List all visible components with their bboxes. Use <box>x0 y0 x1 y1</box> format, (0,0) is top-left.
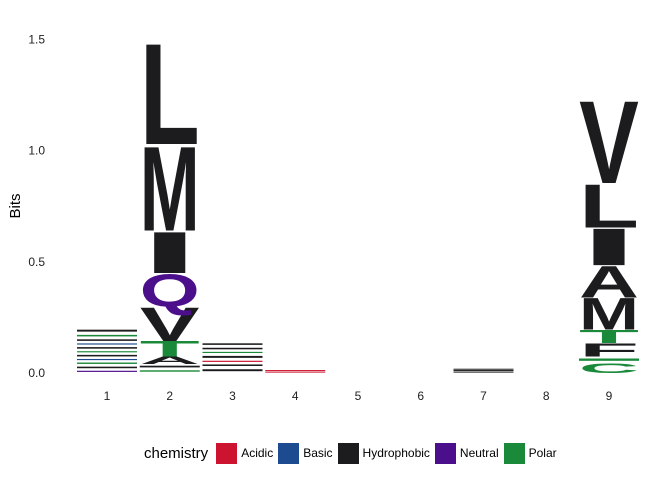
legend-label-hydrophobic: Hydrophobic <box>362 446 430 460</box>
x-tick-label: 8 <box>543 389 550 403</box>
logo-letter-T: T <box>579 326 639 347</box>
y-axis-title: Bits <box>7 193 24 218</box>
logo-letter-mark <box>77 370 137 372</box>
logo-letter-mark <box>77 351 137 353</box>
logo-letter-mark <box>453 371 514 373</box>
logo-letter-I: I <box>140 220 200 286</box>
x-tick-label: 2 <box>166 389 173 403</box>
legend-item-polar: Polar <box>503 442 557 464</box>
logo-letter-mark <box>202 343 263 345</box>
logo-letter-mark <box>77 339 137 341</box>
logo-letter-mark <box>139 365 200 368</box>
logo-letter-M: M <box>140 123 200 258</box>
logo-letter-mark <box>77 347 137 349</box>
legend-item-basic: Basic <box>278 442 333 464</box>
stack-position-4 <box>265 370 326 373</box>
logo-letter-mark <box>139 370 200 372</box>
legend: chemistry Acidic Basic Hydrophobic Neutr… <box>144 440 562 466</box>
x-tick-label: 4 <box>292 389 299 403</box>
logo-letter-M: M <box>579 289 639 339</box>
logo-letter-mark <box>202 355 263 358</box>
logo-letter-mark <box>202 347 263 350</box>
y-tick-label: 0.0 <box>28 366 45 380</box>
y-tick-label: 0.5 <box>28 255 45 269</box>
legend-label-basic: Basic <box>303 446 333 460</box>
legend-item-acidic: Acidic <box>216 442 274 464</box>
logo-letter-A: A <box>579 258 639 308</box>
legend-label-neutral: Neutral <box>459 446 499 460</box>
legend-swatch-hydrophobic <box>337 442 359 464</box>
y-tick-label: 1.5 <box>28 33 45 47</box>
logo-letter-C: C <box>579 360 639 376</box>
x-tick-label: 3 <box>229 389 236 403</box>
logo-letter-mark <box>202 369 263 372</box>
logo-letter-L: L <box>579 172 639 241</box>
stack-position-3 <box>202 343 263 372</box>
logo-letter-Q: Q <box>140 265 200 317</box>
legend-item-neutral: Neutral <box>434 442 499 464</box>
logo-letter-mark <box>202 351 263 354</box>
logo-letter-L: L <box>140 14 200 175</box>
logo-letter-mark <box>453 368 514 370</box>
x-tick-label: 9 <box>606 389 613 403</box>
logo-letter-mark <box>202 364 263 366</box>
logo-letter-mark <box>77 366 137 369</box>
logo-letter-A: A <box>140 354 200 366</box>
legend-item-hydrophobic: Hydrophobic <box>337 442 430 464</box>
logo-letter-mark <box>202 360 263 362</box>
logo-letter-V: V <box>579 77 639 209</box>
legend-label-polar: Polar <box>528 446 557 460</box>
logo-letter-mark <box>77 358 137 361</box>
logo-letter-mark <box>77 354 137 357</box>
logo-letter-mark <box>265 370 326 372</box>
y-axis: 0.0 0.5 1.0 1.5 <box>28 33 45 381</box>
logo-letter-mark <box>453 370 514 372</box>
logo-letter-mark <box>265 371 326 373</box>
x-tick-label: 1 <box>104 389 111 403</box>
logo-letter-mark <box>579 358 639 361</box>
stack-position-7 <box>453 368 514 373</box>
legend-swatch-acidic <box>216 442 238 464</box>
x-tick-label: 6 <box>417 389 424 403</box>
x-tick-label: 7 <box>480 389 487 403</box>
legend-swatch-basic <box>278 442 300 464</box>
logo-letter-V: V <box>140 298 200 352</box>
stack-position-1 <box>77 329 137 372</box>
legend-title: chemistry <box>144 444 209 462</box>
logo-letter-F: F <box>579 339 639 360</box>
legend-swatch-polar <box>503 442 525 464</box>
logo-letter-mark <box>77 329 137 332</box>
logo-letter-I: I <box>579 218 639 277</box>
x-tick-label: 5 <box>355 389 362 403</box>
logo-letter-mark <box>77 362 137 364</box>
x-axis: 1 2 3 4 5 6 7 8 9 <box>104 389 613 403</box>
legend-swatch-neutral <box>434 442 456 464</box>
logo-letter-mark <box>77 343 137 345</box>
logo-letter-T: T <box>140 337 200 361</box>
legend-label-acidic: Acidic <box>241 446 274 460</box>
logo-letter-mark <box>77 334 137 337</box>
y-tick-label: 1.0 <box>28 144 45 158</box>
